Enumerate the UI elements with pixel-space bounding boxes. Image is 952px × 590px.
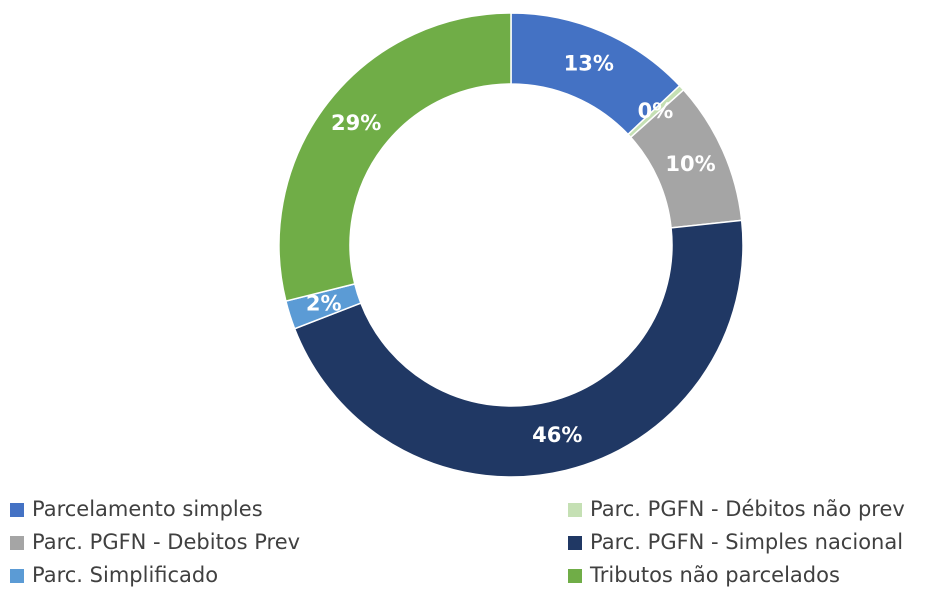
data-label: 0% [638, 99, 674, 123]
legend-label: Tributos não parcelados [589, 563, 840, 587]
data-label: 10% [665, 152, 715, 176]
legend-swatch [10, 569, 24, 583]
data-label: 13% [564, 52, 614, 76]
legend-label: Parc. PGFN - Debitos Prev [32, 530, 300, 554]
legend-label: Parc. Simplificado [32, 563, 218, 587]
legend-swatch [568, 536, 582, 550]
slice [278, 12, 512, 302]
legend-label: Parc. PGFN - Simples nacional [590, 530, 903, 554]
data-label: 46% [532, 423, 582, 447]
legend-swatch [10, 503, 24, 517]
legend-label: Parcelamento simples [32, 497, 263, 521]
slice [293, 219, 744, 478]
legend-swatch [10, 536, 24, 550]
data-label: 29% [331, 111, 381, 135]
legend-swatch [568, 569, 582, 583]
legend-label: Parc. PGFN - Débitos não prev [590, 497, 905, 521]
data-label: 2% [306, 291, 342, 315]
legend-swatch [568, 503, 582, 517]
